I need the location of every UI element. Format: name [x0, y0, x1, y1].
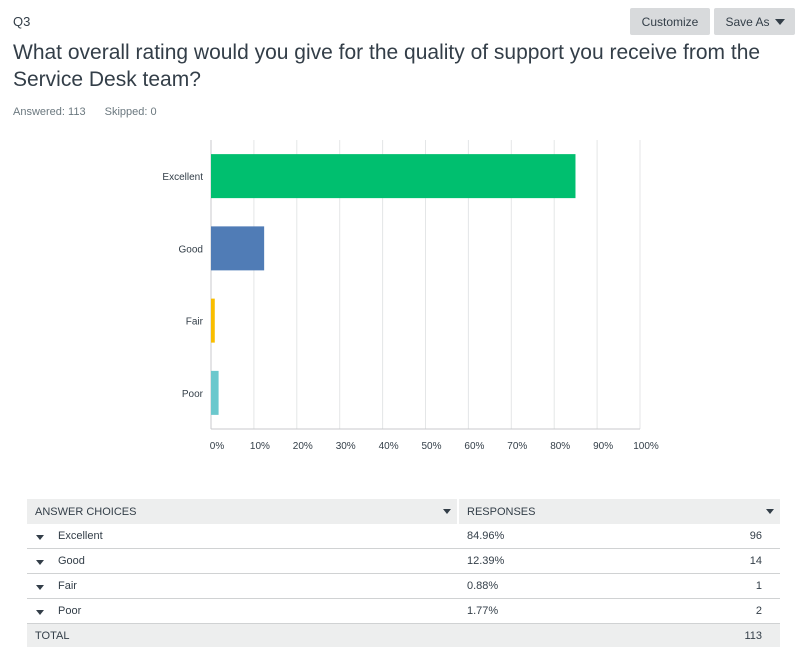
answer-choice: Fair: [58, 580, 77, 592]
answered-count: Answered: 113: [13, 106, 86, 118]
customize-button[interactable]: Customize: [630, 8, 710, 35]
x-tick-label: 30%: [336, 441, 356, 452]
category-label: Poor: [182, 389, 204, 400]
bar-chart: 0% 10% 20% 30% 40% 50% 60% 70% 80% 90% 100% Excelle…: [162, 140, 659, 452]
question-number: Q3: [13, 14, 31, 29]
x-tick-label: 10%: [250, 441, 270, 452]
sort-icon[interactable]: [766, 509, 774, 514]
response-count: 14: [749, 555, 762, 567]
x-tick-label: 40%: [379, 441, 399, 452]
response-percent: 1.77%: [467, 605, 499, 617]
answer-choice: Good: [58, 555, 85, 567]
answer-choice: Excellent: [58, 530, 103, 542]
save-as-label: Save As: [725, 14, 770, 29]
total-label: TOTAL: [35, 629, 70, 642]
response-count: 2: [755, 605, 762, 617]
total-count: 113: [744, 629, 762, 642]
save-as-button[interactable]: Save As: [714, 8, 795, 35]
chevron-down-icon: [775, 19, 785, 25]
header-responses[interactable]: RESPONSES: [467, 505, 536, 518]
table-total-row: TOTAL 113: [27, 624, 780, 647]
table-row: Good 12.39% 14: [27, 549, 780, 574]
x-tick-label: 100%: [633, 441, 659, 452]
table-row: Poor 1.77% 2: [27, 599, 780, 624]
skipped-count: Skipped: 0: [104, 106, 157, 118]
expand-caret-icon[interactable]: [36, 610, 44, 615]
x-tick-label: 0%: [210, 441, 225, 452]
answer-choice: Poor: [58, 605, 82, 617]
question-title: What overall rating would you give for t…: [13, 41, 761, 91]
response-count: 1: [755, 580, 762, 592]
expand-caret-icon[interactable]: [36, 535, 44, 540]
x-tick-label: 20%: [293, 441, 313, 452]
x-tick-label: 70%: [507, 441, 527, 452]
answer-table: ANSWER CHOICES RESPONSES Excellent 84.96%…: [27, 499, 780, 647]
category-label: Excellent: [162, 172, 203, 183]
category-label: Good: [179, 244, 203, 255]
bar-fair: [211, 298, 215, 343]
response-percent: 84.96%: [467, 530, 505, 542]
x-tick-label: 80%: [550, 441, 570, 452]
expand-caret-icon[interactable]: [36, 560, 44, 565]
x-tick-label: 90%: [593, 441, 613, 452]
bar-excellent: [211, 154, 576, 199]
table-header: ANSWER CHOICES RESPONSES: [27, 499, 780, 524]
bar-poor: [211, 370, 219, 415]
expand-caret-icon[interactable]: [36, 585, 44, 590]
bar-good: [211, 226, 265, 271]
x-tick-label: 60%: [464, 441, 484, 452]
sort-icon[interactable]: [443, 509, 451, 514]
header-answer-choices[interactable]: ANSWER CHOICES: [35, 505, 137, 518]
table-body: Excellent 84.96% 96 Good 12.39% 14 Fair 0.88% 1 P…: [27, 524, 780, 624]
response-stats: Answered: 113 Skipped: 0: [13, 106, 173, 118]
column-divider: [457, 499, 459, 524]
response-count: 96: [749, 530, 762, 542]
response-percent: 0.88%: [467, 580, 499, 592]
table-row: Excellent 84.96% 96: [27, 524, 780, 549]
x-tick-label: 50%: [421, 441, 441, 452]
response-percent: 12.39%: [467, 555, 505, 567]
table-row: Fair 0.88% 1: [27, 574, 780, 599]
category-label: Fair: [186, 317, 204, 328]
